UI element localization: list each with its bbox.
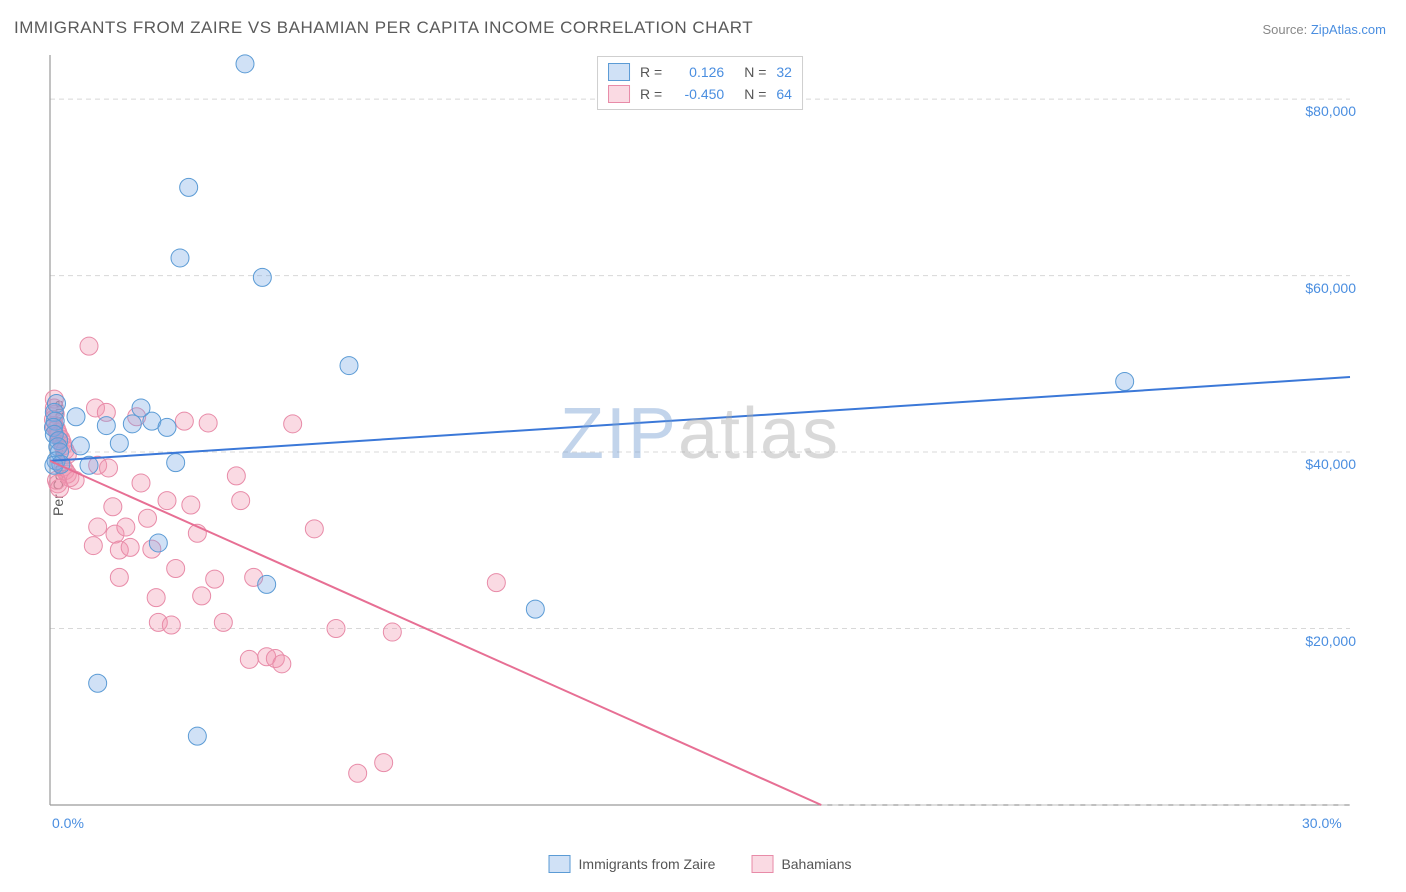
swatch-series-1 — [751, 855, 773, 873]
n-value-series-1: 64 — [776, 83, 792, 105]
y-tick-label: $20,000 — [1305, 633, 1356, 649]
series-name-1: Bahamians — [781, 856, 851, 872]
y-tick-label: $80,000 — [1305, 103, 1356, 119]
series-name-0: Immigrants from Zaire — [579, 856, 716, 872]
source-link[interactable]: ZipAtlas.com — [1311, 22, 1386, 37]
x-tick-label: 0.0% — [52, 815, 84, 831]
y-tick-label: $60,000 — [1305, 280, 1356, 296]
x-tick-label: 30.0% — [1302, 815, 1342, 831]
legend-row-series-0: R = 0.126 N = 32 — [608, 61, 792, 83]
legend-row-series-1: R = -0.450 N = 64 — [608, 83, 792, 105]
source-label: Source: — [1262, 22, 1310, 37]
chart-title: IMMIGRANTS FROM ZAIRE VS BAHAMIAN PER CA… — [14, 18, 753, 38]
swatch-series-1 — [608, 85, 630, 103]
series-legend: Immigrants from Zaire Bahamians — [549, 855, 852, 873]
r-label: R = — [640, 61, 662, 83]
scatter-plot — [50, 55, 1350, 845]
r-value-series-1: -0.450 — [672, 83, 724, 105]
swatch-series-0 — [608, 63, 630, 81]
y-tick-label: $40,000 — [1305, 456, 1356, 472]
source-attribution: Source: ZipAtlas.com — [1262, 22, 1386, 37]
n-label: N = — [744, 61, 766, 83]
legend-item-series-1: Bahamians — [751, 855, 851, 873]
legend-item-series-0: Immigrants from Zaire — [549, 855, 716, 873]
r-label: R = — [640, 83, 662, 105]
correlation-legend: R = 0.126 N = 32 R = -0.450 N = 64 — [597, 56, 803, 110]
n-label: N = — [744, 83, 766, 105]
swatch-series-0 — [549, 855, 571, 873]
n-value-series-0: 32 — [776, 61, 792, 83]
chart-area: Per Capita Income ZIPatlas R = 0.126 N =… — [50, 55, 1350, 845]
r-value-series-0: 0.126 — [672, 61, 724, 83]
